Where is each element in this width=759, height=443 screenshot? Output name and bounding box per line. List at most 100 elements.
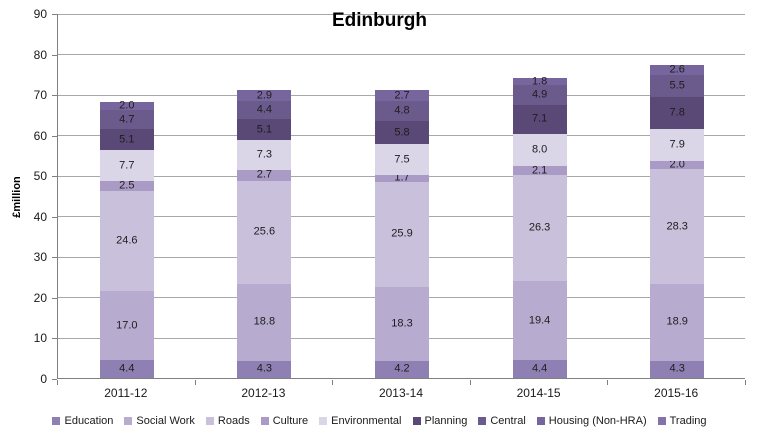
legend-item-planning: Planning [412,415,468,427]
bar-segment-housing-non-hra: 2.9 [237,89,292,102]
bar-segment-culture: 2.7 [237,169,292,181]
legend-item-housing-non-hra: Housing (Non-HRA) [536,415,647,427]
y-axis-tick [52,338,57,340]
x-axis-tick [745,380,746,385]
y-tick-label: 60 [33,128,47,143]
legend-label: Trading [669,415,707,427]
segment-value-label: 28.3 [666,220,688,233]
legend-label: Housing (Non-HRA) [548,415,647,427]
segment-value-label: 18.9 [666,315,688,328]
bar-segment-central: 5.5 [650,75,705,98]
y-tick-label: 0 [40,372,47,386]
bar-segment-culture: 1.7 [375,171,429,184]
segment-value-label: 5.5 [669,79,685,92]
legend: Education Social Work Roads Culture Environm… [0,410,759,432]
y-axis-tick [52,216,57,218]
legend-label: Roads [217,415,250,427]
bar-segment-roads: 24.6 [99,191,154,292]
bar-segment-housing-non-hra: 2.0 [99,100,154,111]
segment-value-label: 5.1 [256,123,273,136]
bar-segment-education: 4.4 [99,360,154,378]
y-axis-tick [52,95,57,97]
y-tick-label: 20 [33,290,47,305]
bar-segment-education: 4.4 [512,360,567,378]
segment-value-label: 2.1 [531,164,548,177]
plot-area: 4.4 17.0 24.6 2.5 7.7 5.1 4.7 2.0 4.3 18.8 25.6 2.7… [57,13,745,379]
segment-value-label: 4.7 [119,113,135,126]
x-category-label: 2012-13 [241,386,286,400]
x-category-label: 2011-12 [104,386,148,400]
segment-value-label: 2.9 [256,89,273,102]
segment-value-label: 4.3 [256,362,273,375]
bar-segment-culture: 2.1 [512,164,567,177]
bar-segment-central: 4.8 [375,101,429,121]
y-tick-label: 10 [33,331,47,346]
bar-segment-social-work: 18.3 [375,286,429,361]
segment-value-label: 2.6 [669,63,685,76]
segment-value-label: 4.4 [256,103,273,116]
bar-segment-culture: 2.0 [650,159,705,170]
segment-value-label: 7.7 [119,159,135,172]
x-axis-tick [194,380,196,385]
x-axis-tick [57,380,58,385]
bar-segment-education: 4.2 [375,360,429,378]
legend-swatch-social-work [124,417,133,425]
segment-value-label: 25.9 [391,227,413,240]
gridline [58,54,745,56]
segment-value-label: 4.8 [394,104,410,117]
legend-item-education: Education [52,415,113,427]
legend-label: Education [64,415,114,427]
x-axis-tick [607,380,609,385]
bar-segment-roads: 25.6 [237,180,292,285]
bar-segment-roads: 25.9 [375,181,429,287]
segment-value-label: 7.9 [669,138,685,151]
segment-value-label: 2.5 [119,179,135,192]
bar-segment-roads: 28.3 [650,169,705,284]
segment-value-label: 4.4 [531,362,548,375]
y-axis-tick [52,176,57,178]
y-tick-label: 50 [33,169,47,184]
legend-item-social-work: Social Work [124,415,195,427]
segment-value-label: 25.6 [253,225,276,238]
legend-swatch-roads [205,417,214,425]
legend-item-central: Central [478,415,526,427]
legend-label: Planning [424,415,468,427]
legend-swatch-housing-non-hra [536,417,545,425]
legend-swatch-central [478,417,487,425]
bar-segment-central: 4.7 [99,110,154,130]
segment-value-label: 7.5 [394,153,410,166]
x-axis-tick [332,380,334,385]
y-tick-label: 80 [33,47,47,62]
bar-segment-environmental: 7.3 [237,139,292,170]
segment-value-label: 7.3 [256,148,273,161]
legend-swatch-planning [412,417,421,425]
legend-label: Culture [272,415,309,427]
segment-value-label: 5.8 [394,126,410,139]
segment-value-label: 4.3 [669,362,685,375]
bar-segment-education: 4.3 [650,360,705,378]
segment-value-label: 8.0 [531,143,548,156]
y-axis-tick [52,54,57,56]
segment-value-label: 4.2 [394,362,410,375]
x-category-label: 2014-15 [516,386,561,400]
bar-segment-planning: 7.8 [650,97,705,129]
bar-segment-social-work: 19.4 [512,281,567,361]
y-axis-tick [52,379,57,380]
y-tick-label: 90 [33,7,47,21]
bar-segment-central: 4.4 [237,101,292,120]
bar-segment-social-work: 18.8 [237,284,292,361]
bar-segment-housing-non-hra: 2.7 [375,90,429,102]
bar-segment-social-work: 18.9 [650,283,705,361]
bar-segment-planning: 5.1 [237,119,292,140]
x-category-label: 2015-16 [654,386,699,400]
segment-value-label: 4.4 [119,362,135,375]
gridline [58,13,745,15]
bar-segment-culture: 2.5 [99,179,154,192]
segment-value-label: 1.7 [394,171,410,184]
bar-segment-environmental: 7.9 [650,129,705,162]
bar-segment-environmental: 8.0 [512,133,567,167]
y-axis-tick [52,297,57,299]
legend-label: Environmental [331,415,402,427]
segment-value-label: 5.1 [119,133,135,146]
